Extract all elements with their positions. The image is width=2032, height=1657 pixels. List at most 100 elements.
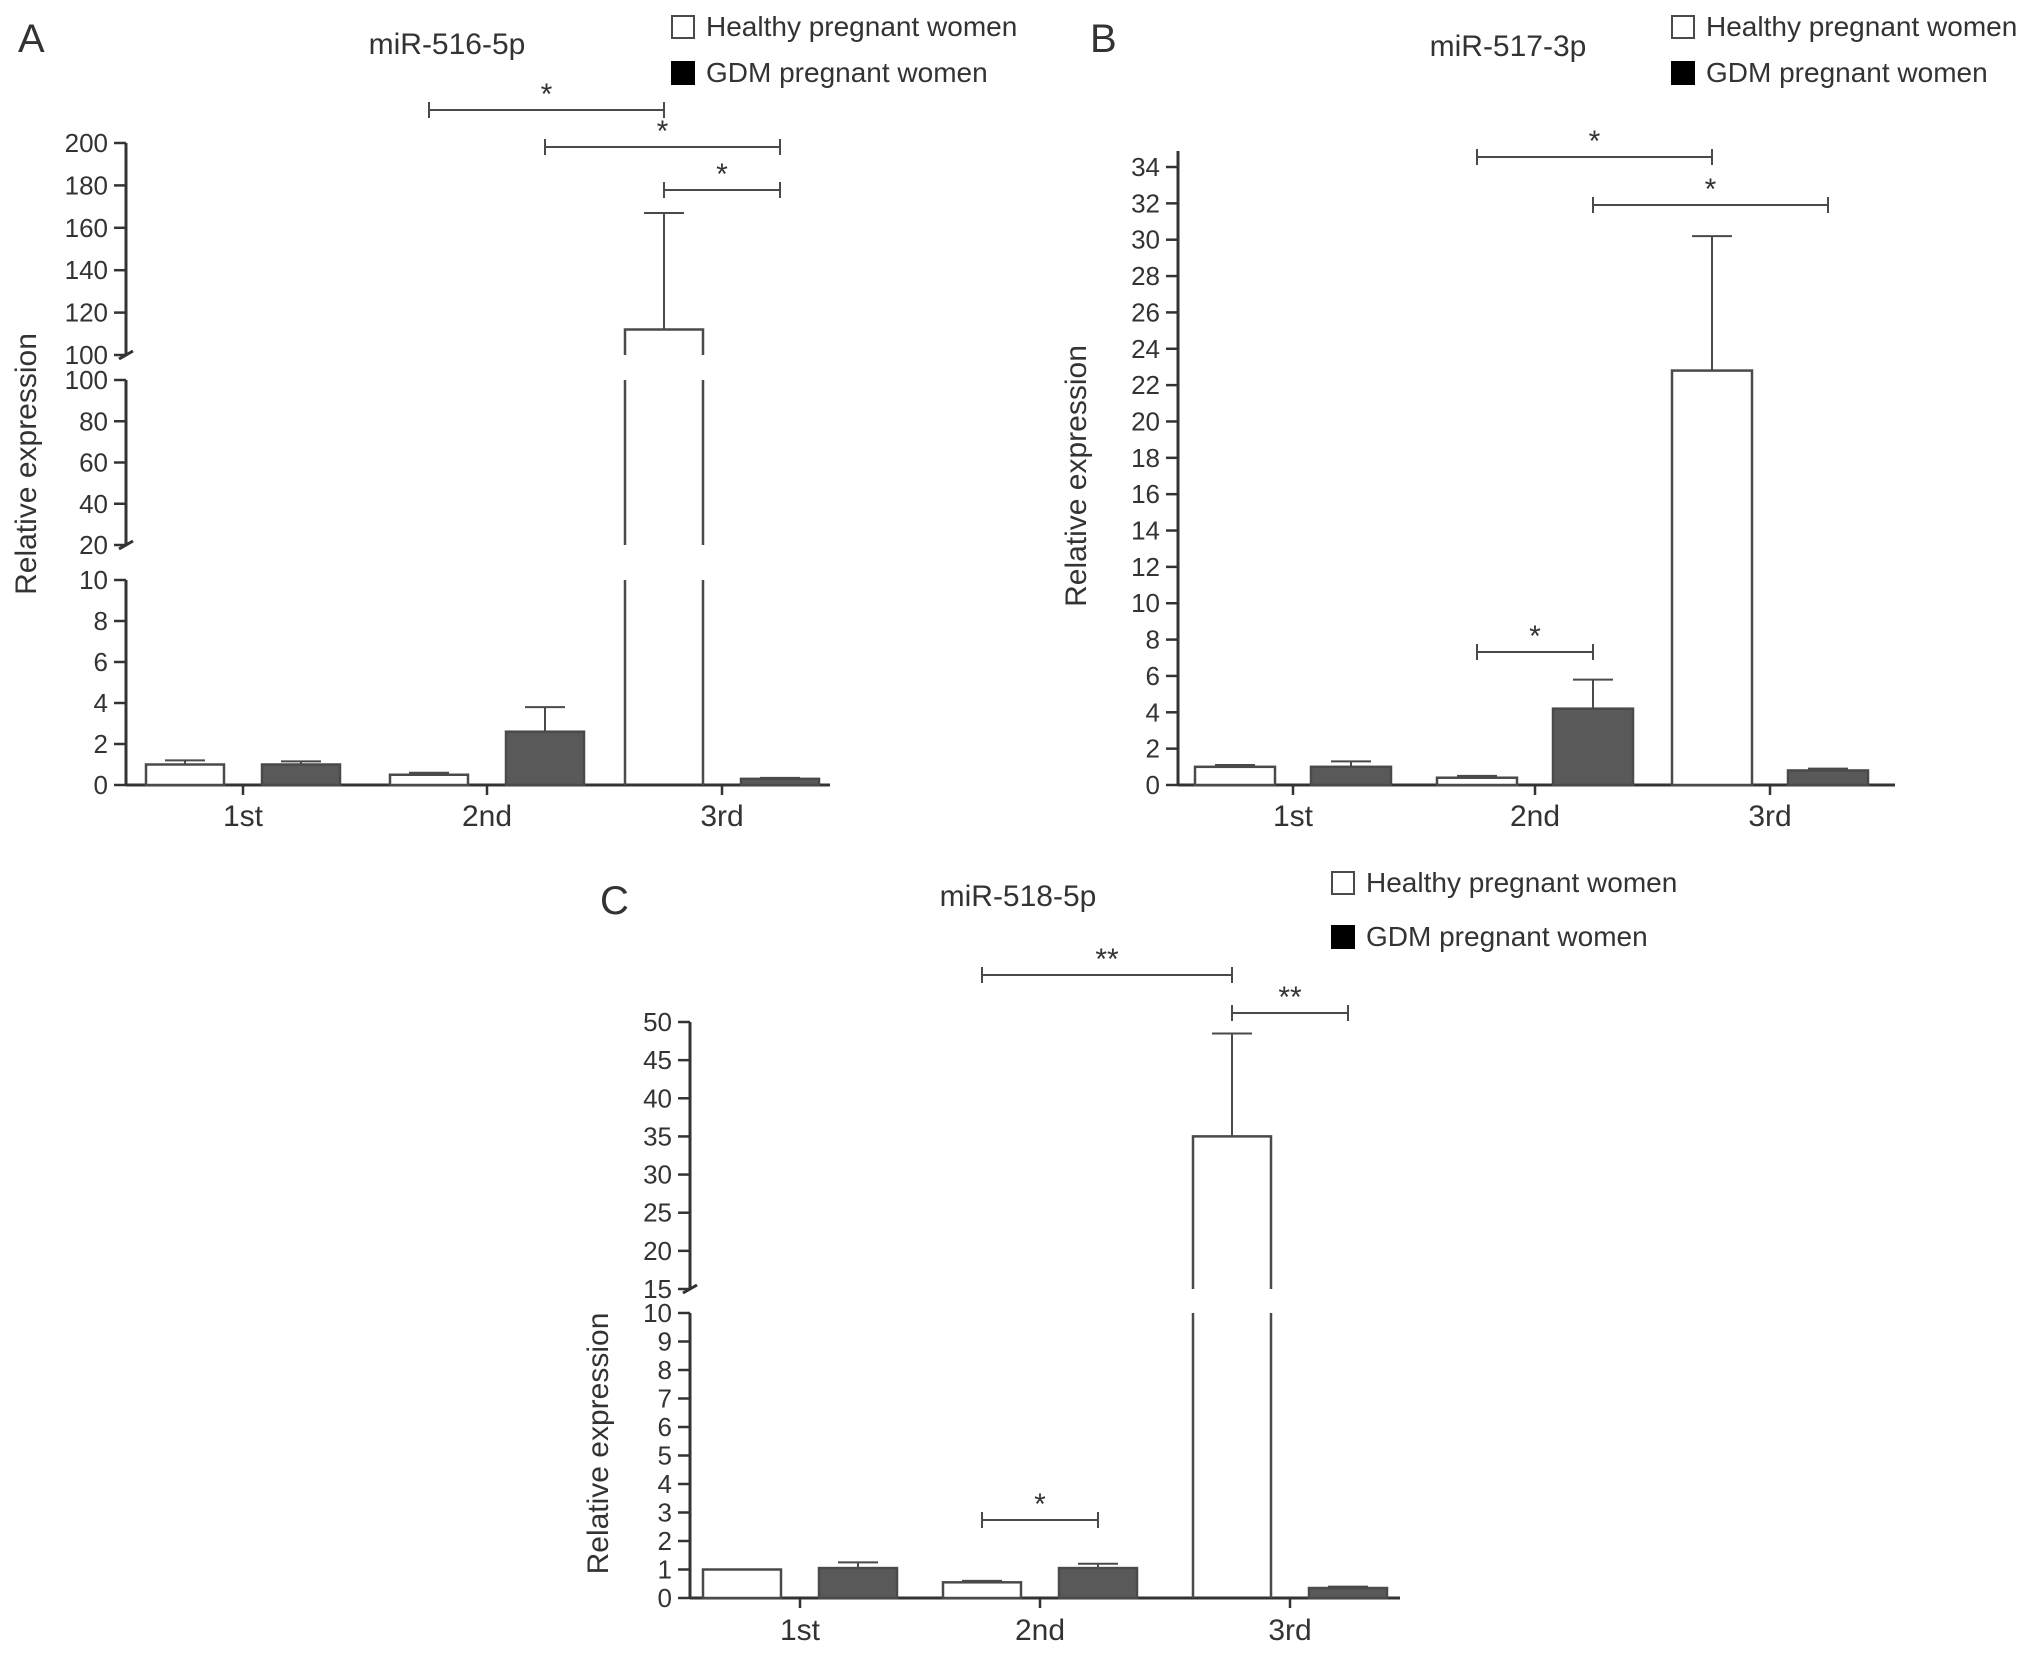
- y-axis-label: Relative expression: [1060, 345, 1093, 607]
- legend: Healthy pregnant women GDM pregnant women: [1671, 11, 2017, 88]
- legend-swatch-healthy: [1331, 871, 1355, 895]
- x-tick-label: 1st: [780, 1614, 821, 1647]
- panel-label: C: [600, 879, 629, 923]
- legend-label-gdm: GDM pregnant women: [1366, 921, 1648, 952]
- significance-label: *: [1589, 125, 1601, 158]
- bar: [260, 763, 342, 787]
- y-tick-label: 9: [658, 1327, 672, 1357]
- bar: [1435, 776, 1519, 787]
- bar: [1786, 769, 1870, 787]
- y-tick-label: 10: [1131, 588, 1160, 618]
- legend-swatch-healthy: [1671, 15, 1695, 39]
- series-gdm: [1309, 678, 1870, 787]
- y-tick-label: 180: [65, 170, 108, 200]
- legend-label-gdm: GDM pregnant women: [1706, 57, 1988, 88]
- panel-label: A: [18, 17, 45, 61]
- y-tick-label: 8: [658, 1355, 672, 1385]
- bar: [623, 328, 705, 355]
- bar: [941, 1581, 1023, 1600]
- significance-bracket: *: [1476, 125, 1713, 165]
- y-tick-label: 32: [1131, 188, 1160, 218]
- significance-label: *: [716, 158, 728, 191]
- significance-bracket: **: [1231, 981, 1349, 1021]
- significance-label: **: [1095, 943, 1119, 976]
- y-tick-label: 24: [1131, 334, 1160, 364]
- y-tick-label: 40: [79, 489, 108, 519]
- y-tick-label: 14: [1131, 516, 1160, 546]
- bar: [1191, 1135, 1273, 1289]
- bar: [1551, 707, 1635, 787]
- legend: Healthy pregnant women GDM pregnant women: [671, 11, 1017, 88]
- bar: [388, 773, 470, 787]
- y-tick-label: 8: [1146, 625, 1160, 655]
- y-tick-label: 120: [65, 298, 108, 328]
- significance-bracket: *: [1592, 173, 1829, 213]
- y-tick-label: 25: [643, 1198, 672, 1228]
- x-tick-label: 1st: [1273, 800, 1314, 833]
- significance-label: *: [541, 78, 553, 111]
- y-tick-label: 60: [79, 448, 108, 478]
- y-tick-label: 160: [65, 213, 108, 243]
- bar: [1057, 1566, 1139, 1600]
- bar: [817, 1566, 899, 1600]
- y-tick-label: 2: [658, 1526, 672, 1556]
- chart-title: miR-518-5p: [940, 880, 1097, 913]
- y-tick-label: 20: [643, 1236, 672, 1266]
- significance-label: *: [657, 115, 669, 148]
- y-axis-label: Relative expression: [10, 333, 43, 595]
- x-tick-label: 3rd: [1268, 1614, 1311, 1647]
- significance-bracket: *: [663, 158, 781, 198]
- significance-bracket: **: [981, 943, 1233, 983]
- y-tick-label: 4: [658, 1469, 672, 1499]
- y-tick-label: 18: [1131, 443, 1160, 473]
- y-tick-label: 12: [1131, 552, 1160, 582]
- bar: [701, 1568, 783, 1600]
- y-tick-label: 140: [65, 255, 108, 285]
- y-tick-label: 4: [1146, 697, 1160, 727]
- y-tick-label: 10: [643, 1298, 672, 1328]
- y-tick-label: 5: [658, 1441, 672, 1471]
- y-tick-label: 35: [643, 1121, 672, 1151]
- y-tick-label: 2: [94, 729, 108, 759]
- y-tick-label: 0: [1146, 770, 1160, 800]
- bar: [144, 763, 226, 787]
- y-tick-label: 6: [94, 647, 108, 677]
- legend-label-healthy: Healthy pregnant women: [706, 11, 1017, 42]
- series-healthy: [701, 1032, 1273, 1600]
- x-tick-label: 3rd: [700, 800, 743, 833]
- bar: [1191, 1313, 1273, 1598]
- y-tick-label: 100: [65, 340, 108, 370]
- y-tick-label: 3: [658, 1498, 672, 1528]
- y-tick-label: 26: [1131, 297, 1160, 327]
- y-tick-label: 0: [658, 1583, 672, 1613]
- legend-swatch-gdm: [671, 61, 695, 85]
- x-tick-label: 1st: [223, 800, 264, 833]
- bar: [1670, 369, 1754, 787]
- significance-label: *: [1705, 173, 1717, 206]
- y-tick-label: 2: [1146, 734, 1160, 764]
- y-tick-label: 15: [643, 1274, 672, 1304]
- significance-label: **: [1278, 981, 1302, 1014]
- y-tick-label: 20: [79, 530, 108, 560]
- series-gdm: [817, 1561, 1389, 1600]
- significance-label: *: [1034, 1488, 1046, 1521]
- y-tick-label: 80: [79, 406, 108, 436]
- y-tick-label: 22: [1131, 370, 1160, 400]
- y-tick-label: 40: [643, 1083, 672, 1113]
- bar: [1309, 765, 1393, 787]
- y-tick-label: 6: [1146, 661, 1160, 691]
- series-healthy: [144, 211, 705, 787]
- y-tick-label: 30: [1131, 225, 1160, 255]
- legend-swatch-healthy: [671, 15, 695, 39]
- legend-label-healthy: Healthy pregnant women: [1366, 867, 1677, 898]
- significance-label: *: [1529, 620, 1541, 653]
- chart-title: miR-517-3p: [1430, 30, 1587, 63]
- y-tick-label: 45: [643, 1045, 672, 1075]
- y-tick-label: 7: [658, 1384, 672, 1414]
- legend-swatch-gdm: [1331, 925, 1355, 949]
- significance-bracket: *: [544, 115, 781, 155]
- y-tick-label: 0: [94, 770, 108, 800]
